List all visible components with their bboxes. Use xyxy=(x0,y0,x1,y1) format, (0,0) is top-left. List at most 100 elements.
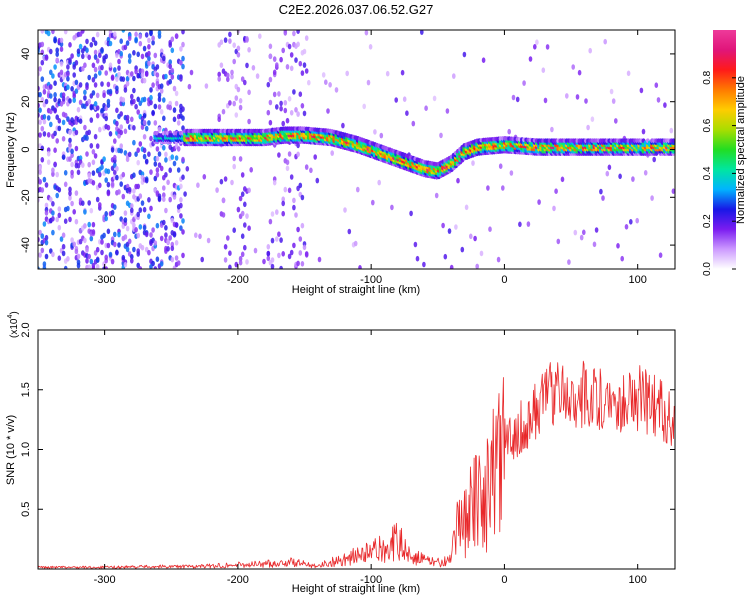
heatmap-noise-cell xyxy=(245,62,249,69)
heatmap-noise-cell xyxy=(74,145,79,152)
heatmap-noise-cell xyxy=(283,186,288,193)
figure-title: C2E2.2026.037.06.52.G27 xyxy=(279,2,434,17)
heatmap-noise-cell xyxy=(181,106,185,112)
heatmap-noise-cell xyxy=(223,176,228,182)
heatmap-noise-cell xyxy=(144,177,149,184)
heatmap-noise-cell xyxy=(59,46,64,52)
heatmap-noise-cell xyxy=(285,165,290,172)
heatmap-noise-cell xyxy=(100,239,104,245)
heatmap-noise-cell xyxy=(157,96,162,103)
heatmap-noise-cell xyxy=(515,96,520,103)
heatmap-noise-cell xyxy=(164,157,168,163)
heatmap-noise-cell xyxy=(174,90,179,97)
heatmap-noise-cell xyxy=(85,258,89,264)
heatmap-noise-cell xyxy=(334,87,339,93)
heatmap-noise-cell xyxy=(151,260,155,267)
heatmap-noise-cell xyxy=(157,151,162,157)
heatmap-noise-cell xyxy=(42,118,47,125)
heatmap-noise-cell xyxy=(98,126,102,133)
heatmap-noise-cell xyxy=(113,204,117,210)
heatmap-noise-cell xyxy=(445,108,450,114)
heatmap-noise-cell xyxy=(202,174,207,180)
colorbar-label: Normalized spectral amplitude xyxy=(735,76,747,224)
heatmap-noise-cell xyxy=(270,257,275,263)
colorbar-tick-label: 0.8 xyxy=(702,70,713,84)
heatmap-noise-cell xyxy=(166,246,170,252)
heatmap-noise-cell xyxy=(134,227,138,233)
heatmap-noise-cell xyxy=(70,169,74,176)
heatmap-noise-cell xyxy=(258,33,262,39)
heatmap-noise-cell xyxy=(87,74,91,81)
heatmap-noise-cell xyxy=(63,265,68,269)
heatmap-noise-cell xyxy=(83,124,87,131)
heatmap-noise-cell xyxy=(616,243,620,249)
heatmap-noise-cell xyxy=(98,70,102,76)
heatmap-noise-cell xyxy=(44,253,49,260)
heatmap-noise-cell xyxy=(78,155,83,161)
heatmap-noise-cell xyxy=(245,259,249,265)
heatmap-noise-cell xyxy=(63,170,68,176)
heatmap-noise-cell xyxy=(172,232,177,238)
heatmap-noise-cell xyxy=(172,107,177,113)
heatmap-noise-cell xyxy=(136,109,140,115)
heatmap-noise-cell xyxy=(179,74,183,80)
heatmap-noise-cell xyxy=(471,160,475,166)
heatmap-noise-cell xyxy=(110,209,115,216)
heatmap-noise-cell xyxy=(66,64,70,70)
heatmap-noise-cell xyxy=(78,43,83,50)
heatmap-noise-cell xyxy=(115,165,119,172)
heatmap-noise-cell xyxy=(46,132,51,138)
heatmap-noise-cell xyxy=(441,222,445,229)
heatmap-noise-cell xyxy=(123,128,128,135)
heatmap-noise-cell xyxy=(121,254,126,261)
heatmap-noise-cell xyxy=(91,149,96,155)
heatmap-noise-cell xyxy=(40,76,45,82)
heatmap-noise-cell xyxy=(44,182,49,188)
heatmap-noise-cell xyxy=(575,94,580,100)
heatmap-noise-cell xyxy=(238,259,243,266)
heatmap-noise-cell xyxy=(53,92,57,98)
heatmap-noise-cell xyxy=(91,229,96,235)
snr-frame xyxy=(37,329,676,570)
heatmap-noise-cell xyxy=(240,233,245,239)
heatmap-noise-cell xyxy=(304,68,309,74)
heatmap-noise-cell xyxy=(518,221,522,228)
heatmap-noise-cell xyxy=(658,252,663,258)
heatmap-noise-cell xyxy=(155,256,160,263)
heatmap-noise-cell xyxy=(168,235,172,241)
heatmap-noise-cell xyxy=(38,169,42,175)
heatmap-noise-cell xyxy=(61,136,66,142)
colorbar-tick-label: 0.2 xyxy=(702,214,713,228)
heatmap-noise-cell xyxy=(279,237,283,243)
heatmap-noise-cell xyxy=(68,42,72,48)
heatmap-noise-cell xyxy=(153,175,158,182)
heatmap-noise-cell xyxy=(153,161,158,167)
heatmap-noise-cell xyxy=(294,107,298,113)
heatmap-noise-cell xyxy=(170,256,175,263)
heatmap-noise-cell xyxy=(40,157,45,163)
heatmap-noise-cell xyxy=(89,117,94,123)
heatmap-noise-cell xyxy=(55,47,59,53)
heatmap-noise-cell xyxy=(113,162,117,168)
heatmap-noise-cell xyxy=(81,200,85,206)
heatmap-noise-cell xyxy=(275,209,279,215)
heatmap-noise-cell xyxy=(87,98,91,105)
heatmap-noise-cell xyxy=(149,169,153,175)
heatmap-noise-cell xyxy=(74,248,79,255)
heatmap-noise-cell xyxy=(168,42,172,48)
heatmap-noise-cell xyxy=(179,183,183,190)
heatmap-noise-cell xyxy=(87,264,91,269)
heatmap-noise-cell xyxy=(289,174,294,180)
heatmap-noise-cell xyxy=(174,255,179,261)
heatmap-noise-cell xyxy=(626,70,631,77)
heatmap-noise-cell xyxy=(115,249,119,256)
heatmap-noise-cell xyxy=(95,105,100,111)
heatmap-noise-cell xyxy=(89,143,94,149)
heatmap-noise-cell xyxy=(142,206,147,213)
heatmap-noise-cell xyxy=(125,40,130,46)
heatmap-noise-cell xyxy=(40,41,45,48)
heatmap-noise-cell xyxy=(232,163,236,170)
heatmap-noise-cell xyxy=(83,89,87,96)
heatmap-noise-cell xyxy=(76,169,81,176)
spectrogram-ytick-label: -40 xyxy=(20,237,32,253)
